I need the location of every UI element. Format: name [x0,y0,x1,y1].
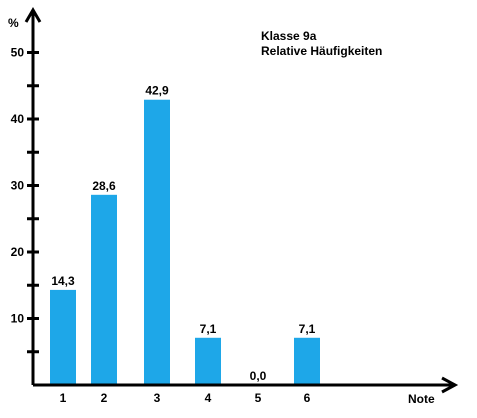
y-axis-label: % [8,16,19,30]
y-tick-label: 20 [11,245,25,259]
bar-value-label: 7,1 [200,322,217,336]
x-tick-label: 3 [154,391,161,405]
y-axis-arrow [24,7,42,23]
bar-6 [294,337,320,385]
bar-3 [144,99,170,385]
chart-title: Klasse 9a [261,29,317,43]
bar-value-label: 0,0 [250,369,267,383]
y-tick-label: 30 [11,179,25,193]
bar-value-label: 28,6 [92,179,116,193]
x-tick-label: 5 [255,391,262,405]
chart-subtitle: Relative Häufigkeiten [261,44,382,58]
bar-1 [50,289,76,385]
bar-4 [195,337,221,385]
x-tick-label: 1 [60,391,67,405]
bar-value-label: 7,1 [299,322,316,336]
bars [50,99,320,385]
x-tick-label: 6 [304,391,311,405]
labels: 10 20 30 40 50 14,3 1 28,6 2 42,9 3 7,1 4 0,0 5 7,1 6 [11,46,316,406]
y-tick-label: 40 [11,112,25,126]
x-tick-label: 4 [205,391,212,405]
bar-value-label: 14,3 [51,274,75,288]
x-tick-label: 2 [101,391,108,405]
x-axis-arrow [441,376,459,394]
x-axis-label: Note [408,392,435,406]
y-tick-label: 10 [11,312,25,326]
bar-2 [91,194,117,385]
y-tick-label: 50 [11,46,25,60]
bar-value-label: 42,9 [145,84,169,98]
